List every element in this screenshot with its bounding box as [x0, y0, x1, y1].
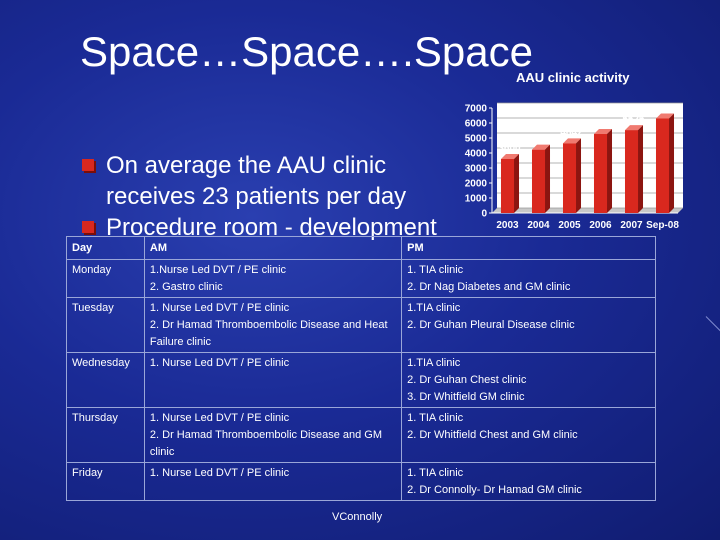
- chart-data-label: 6300: [653, 103, 676, 114]
- cell-text: Thursday: [72, 412, 118, 424]
- cell-text: 2. Dr Connolly- Dr Hamad GM clinic: [407, 484, 582, 496]
- chart-data-label: 5266: [591, 118, 614, 129]
- am-cell: 1. Nurse Led DVT / PE clinic 2. Dr Hamad …: [143, 297, 403, 353]
- chart-bar-side: [576, 138, 582, 213]
- header-am: AM: [143, 236, 403, 260]
- day-cell: Tuesday: [66, 297, 145, 353]
- cell-text: Friday: [72, 467, 103, 479]
- chart-bar: [655, 118, 670, 213]
- am-cell: 1. Nurse Led DVT / PE clinic: [143, 352, 403, 408]
- day-cell: Monday: [66, 259, 145, 298]
- table-header-row: Day AM PM: [66, 236, 656, 260]
- footer-author: VConnolly: [332, 511, 383, 523]
- day-cell: Wednesday: [66, 352, 145, 408]
- chart-bar-top: [655, 113, 675, 119]
- cell-text: 2. Dr Guhan Pleural Disease clinic: [407, 319, 575, 331]
- chart-plot-area: [497, 103, 683, 208]
- cell-text: 1. TIA clinic: [407, 264, 464, 276]
- chart-bar-side: [514, 154, 520, 213]
- chart-x-tick-label: 2005: [558, 220, 581, 231]
- chart-data-label: 4223: [529, 134, 552, 145]
- cell-text: 2. Dr Hamad Thromboembolic Disease and H…: [149, 319, 388, 348]
- am-cell: 1. Nurse Led DVT / PE clinic: [143, 462, 403, 501]
- cell-text: 1. TIA clinic: [407, 412, 464, 424]
- chart-bar-top: [593, 129, 613, 135]
- chart-y-tick-label: 4000: [465, 149, 488, 160]
- bullet-square-icon: [82, 221, 94, 233]
- day-cell: Friday: [66, 462, 145, 501]
- chart-y-tick-label: 2000: [465, 179, 488, 190]
- bullet-square-icon: [82, 159, 94, 171]
- cell-text: 2. Dr Nag Diabetes and GM clinic: [407, 281, 571, 293]
- chart-y-tick-label: 5000: [465, 134, 488, 145]
- chart-bar: [624, 130, 639, 213]
- table-row: Thursday 1. Nurse Led DVT / PE clinic 2. D…: [66, 407, 656, 463]
- chart-bar-top: [531, 144, 551, 150]
- chart-data-label: 3600: [498, 143, 521, 154]
- chart-bar-side: [607, 129, 613, 213]
- cell-text: Monday: [72, 264, 112, 276]
- cell-text: 1.TIA clinic: [407, 302, 461, 314]
- chart-bar-top: [562, 138, 582, 144]
- chart-bar: [531, 149, 546, 213]
- cell-text: 1.TIA clinic: [407, 357, 461, 369]
- day-cell: Thursday: [66, 407, 145, 463]
- table-row: Tuesday 1. Nurse Led DVT / PE clinic 2. Dr…: [66, 297, 656, 353]
- am-cell: 1.Nurse Led DVT / PE clinic 2. Gastro cli…: [143, 259, 403, 298]
- cell-text: 2. Dr Whitfield Chest and GM clinic: [407, 429, 578, 441]
- chart-y-tick-label: 1000: [465, 194, 488, 205]
- decorative-line: [705, 316, 720, 339]
- chart-x-tick-label: 2006: [589, 220, 612, 231]
- chart-data-label: 4642: [560, 127, 583, 138]
- chart-y-tick-label: 0: [481, 209, 487, 220]
- clinic-schedule-table: Day AM PM Monday 1.Nurse Led DVT / PE cli…: [66, 236, 656, 501]
- pm-cell: 1.TIA clinic 2. Dr Guhan Chest clinic 3. D…: [401, 352, 656, 408]
- chart-bar-side: [545, 144, 551, 213]
- chart-x-tick-label: 2004: [527, 220, 550, 231]
- bar-chart: 0 1000 2000 3000 4000 5000 6000 7000 3600 2003 422…: [465, 103, 683, 231]
- chart-y-tick-label: 7000: [465, 104, 488, 115]
- header-pm: PM: [401, 236, 656, 260]
- cell-text: 1.Nurse Led DVT / PE clinic: [149, 264, 287, 276]
- cell-text: 1. Nurse Led DVT / PE clinic: [149, 302, 290, 314]
- bullet-item: On average the AAU clinic receives 23 pa…: [82, 150, 462, 212]
- chart-y-tick-label: 3000: [465, 164, 488, 175]
- chart-bar-top: [500, 154, 520, 159]
- am-cell: 1. Nurse Led DVT / PE clinic 2. Dr Hamad …: [143, 407, 403, 463]
- cell-text: Wednesday: [72, 357, 130, 369]
- chart-y-tick-label: 6000: [465, 119, 488, 130]
- pm-cell: 1.TIA clinic 2. Dr Guhan Pleural Disease …: [401, 297, 656, 353]
- bullet-text: On average the AAU clinic receives 23 pa…: [106, 152, 407, 210]
- pm-cell: 1. TIA clinic 2. Dr Nag Diabetes and GM c…: [401, 259, 656, 298]
- bullet-list: On average the AAU clinic receives 23 pa…: [82, 150, 462, 243]
- cell-text: 3. Dr Whitfield GM clinic: [407, 391, 525, 403]
- cell-text: 1. TIA clinic: [407, 467, 464, 479]
- table-row: Monday 1.Nurse Led DVT / PE clinic 2. Gast…: [66, 259, 656, 298]
- cell-text: 2. Gastro clinic: [149, 281, 223, 293]
- chart-bar: [500, 159, 515, 213]
- chart-x-tick-label: Sep-08: [646, 220, 679, 231]
- header-day: Day: [66, 236, 145, 260]
- chart-bar-side: [638, 125, 644, 213]
- table-row: Wednesday 1. Nurse Led DVT / PE clinic 1.T…: [66, 352, 656, 408]
- chart-bar-top: [624, 125, 644, 131]
- chart-floor: [492, 208, 683, 213]
- chart-data-label: 5526: [622, 114, 645, 125]
- pm-cell: 1. TIA clinic 2. Dr Whitfield Chest and G…: [401, 407, 656, 463]
- cell-text: 1. Nurse Led DVT / PE clinic: [149, 412, 290, 424]
- cell-text: 1. Nurse Led DVT / PE clinic: [149, 357, 290, 369]
- pm-cell: 1. TIA clinic 2. Dr Connolly- Dr Hamad GM…: [401, 462, 656, 501]
- chart-bar: [562, 143, 577, 213]
- chart-x-tick-label: 2007: [620, 220, 643, 231]
- chart-bar: [593, 134, 608, 213]
- cell-text: 1. Nurse Led DVT / PE clinic: [149, 467, 290, 479]
- slide-title: Space…Space….Space: [80, 28, 533, 75]
- chart-x-tick-label: 2003: [496, 220, 519, 231]
- cell-text: 2. Dr Hamad Thromboembolic Disease and G…: [149, 429, 383, 458]
- chart-bar-side: [669, 113, 675, 213]
- chart-title: AAU clinic activity: [516, 70, 630, 85]
- cell-text: 2. Dr Guhan Chest clinic: [407, 374, 527, 386]
- table-row: Friday 1. Nurse Led DVT / PE clinic 1. TIA…: [66, 462, 656, 501]
- cell-text: Tuesday: [72, 302, 114, 314]
